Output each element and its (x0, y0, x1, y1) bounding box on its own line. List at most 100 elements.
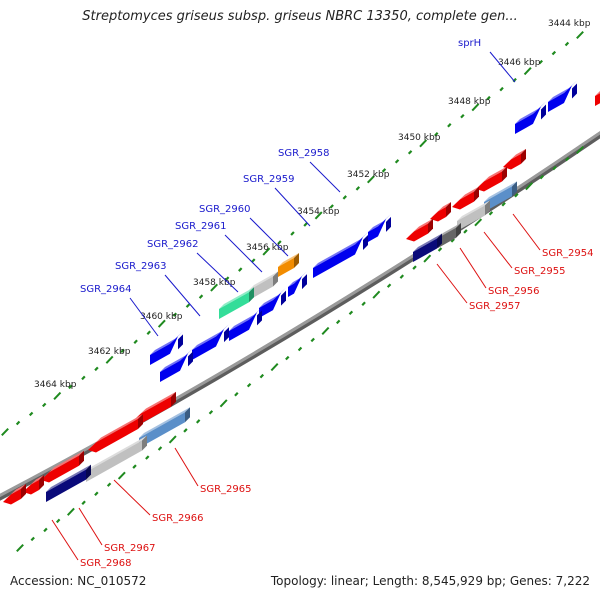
gene-leader-line (51, 519, 79, 561)
scale-label: 3450 kbp (398, 133, 441, 143)
gene-body (229, 312, 257, 341)
upper-scale-tick (94, 366, 99, 372)
gene-box (438, 222, 461, 248)
gene-arrow (192, 324, 229, 360)
gene-top-face (413, 233, 442, 252)
lower-scale-tick (361, 301, 366, 307)
gene-box (139, 407, 190, 448)
upper-scale-tick (407, 150, 413, 155)
gene-body (86, 440, 142, 482)
scale-label: 3448 kbp (448, 97, 491, 107)
upper-scale-tick (238, 267, 243, 272)
gene-body (457, 205, 485, 231)
upper-scale-tick (564, 41, 570, 47)
gene-end-face (178, 334, 183, 350)
lower-scale-tick (234, 391, 239, 397)
scale-label: 3464 kbp (34, 380, 77, 390)
gene-label: SGR_2964 (80, 284, 132, 295)
lower-scale-tick (463, 229, 468, 234)
lower-scale-tick (259, 373, 265, 379)
gene-body (406, 223, 428, 242)
gene-arrow (515, 101, 546, 134)
upper-scale-tick (277, 240, 282, 245)
gene-top-face (476, 166, 507, 189)
gene-body (313, 237, 363, 278)
upper-scale-tick (120, 348, 125, 354)
gene-top-face (515, 101, 546, 124)
gene-body (88, 419, 138, 453)
gene-arrow (430, 202, 451, 222)
gene-top-face (438, 222, 461, 238)
gene-body (219, 292, 249, 319)
gene-top-face (457, 200, 490, 221)
gene-box (457, 200, 490, 231)
upper-scale-tick (355, 186, 361, 191)
gene-label: SGR_2962 (147, 239, 199, 250)
gene-body (139, 412, 185, 448)
upper-scale-tick (224, 276, 230, 281)
gene-label: SGR_2968 (80, 558, 132, 569)
upper-scale-tick (81, 375, 86, 381)
gene-top-face (595, 91, 600, 96)
gene-top-face (430, 202, 451, 219)
gene-leader-line (196, 252, 239, 293)
lower-scale-tick (539, 174, 545, 180)
upper-scale-tick (290, 231, 295, 236)
upper-scale-tick (434, 132, 439, 137)
gene-label: SGR_2957 (469, 301, 521, 312)
upper-scale-tick (105, 355, 114, 364)
gene-arrow (229, 307, 262, 341)
lower-scale-tick (525, 182, 534, 191)
upper-scale-tick (251, 258, 256, 263)
gene-arrow (476, 166, 507, 192)
scale-label: 3462 kbp (88, 347, 131, 357)
gene-leader-line (224, 234, 263, 273)
gene-label: SGR_2958 (278, 148, 330, 159)
upper-scale-tick (499, 86, 504, 92)
lower-scale-tick (321, 326, 330, 335)
gene-label: sprH (458, 38, 481, 49)
upper-scale-tick (28, 411, 34, 417)
gene-end-face (474, 186, 479, 202)
gene-end-face (138, 414, 143, 429)
lower-scale-tick (501, 202, 506, 207)
upper-scale-tick (538, 59, 543, 65)
gene-end-face (281, 290, 286, 306)
lower-scale-tick (297, 346, 303, 352)
gene-end-face (39, 475, 44, 491)
upper-scale-tick (68, 384, 73, 390)
lower-scale-tick (552, 165, 557, 171)
genome-backbone-shadow (0, 131, 600, 501)
gene-arrow (548, 80, 577, 112)
gene-end-face (456, 222, 461, 238)
gene-top-face (278, 253, 299, 267)
gene-end-face (224, 327, 229, 343)
lower-scale-tick (437, 247, 443, 252)
gene-body (41, 455, 79, 483)
gene-end-face (302, 274, 307, 290)
gene-top-face (406, 218, 433, 239)
gene-end-face (188, 351, 193, 367)
gene-leader-line (512, 213, 541, 251)
forward-strand-genes (150, 80, 600, 382)
gene-arrow (452, 186, 479, 210)
lower-scale-tick (514, 192, 519, 198)
gene-leader-line (309, 161, 341, 193)
gene-top-face (150, 331, 183, 355)
gene-leader-line (164, 274, 201, 317)
lower-scale-tick (106, 482, 112, 487)
gene-end-face (446, 202, 451, 218)
gene-end-face (521, 148, 526, 164)
gene-top-face (46, 464, 91, 492)
upper-scale-tick (262, 247, 271, 256)
gene-leader-line (436, 263, 468, 304)
gene-end-face (572, 83, 577, 99)
gene-top-face (259, 287, 286, 308)
reverse-gene-labels: SGR_2954 SGR_2955 SGR_2956 SGR_2957 SGR_2965… (51, 213, 594, 569)
gene-top-face (484, 181, 517, 202)
gene-box (595, 91, 600, 106)
lower-scale-tick (335, 319, 341, 325)
gene-top-face (229, 307, 262, 331)
upper-scale-tick (1, 427, 9, 437)
